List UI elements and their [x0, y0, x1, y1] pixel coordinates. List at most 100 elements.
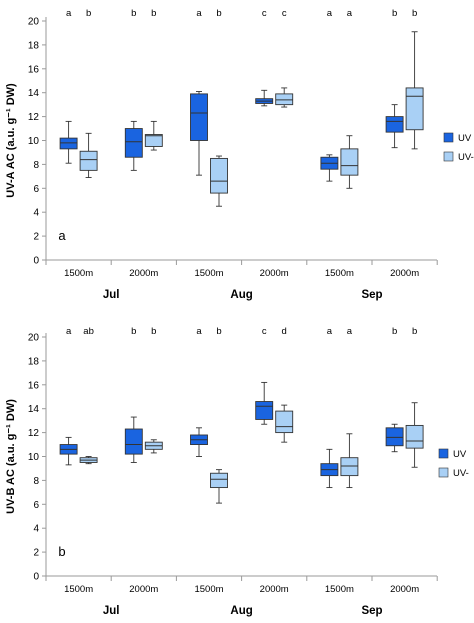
altitude-label: 1500m	[64, 268, 93, 279]
box-iqr	[124, 128, 143, 158]
y-tick-label: 16	[28, 380, 40, 391]
y-tick-label: 12	[28, 112, 40, 123]
legend-swatch-uv-minus	[443, 151, 454, 162]
box-iqr	[405, 424, 424, 449]
month-label: Sep	[361, 289, 382, 301]
box-plot-panel-b: 0 2 4 6 8 10 12 14 16 18 20 UV-B AC (a.u. g⁻¹ DW) 15…	[5, 326, 469, 617]
box-iqr	[210, 157, 228, 194]
box-iqr	[275, 410, 294, 434]
y-axis-label: UV-A AC (a.u. g⁻¹ DW)	[5, 83, 17, 198]
legend: UV UV-	[443, 132, 474, 163]
y-tick-label: 8	[33, 476, 39, 487]
significance-letter: b	[216, 326, 221, 337]
y-tick-label: 6	[33, 184, 39, 195]
box-uv-minus-5	[340, 135, 359, 189]
significance-letter: a	[196, 8, 202, 19]
y-tick-label: 20	[28, 333, 40, 344]
box-iqr	[385, 427, 404, 447]
y-tick-label: 16	[28, 64, 40, 75]
significance-letter: c	[262, 8, 267, 19]
box-uv-1	[59, 120, 78, 164]
y-tick-label: 2	[33, 548, 39, 559]
box-uv-3	[190, 427, 208, 457]
box-iqr	[190, 93, 208, 141]
legend-label-uv-minus: UV-	[458, 152, 474, 163]
significance-letter: b	[392, 8, 397, 19]
significance-letter: a	[347, 326, 353, 337]
legend-label-uv-minus: UV-	[453, 468, 469, 479]
box-plot-panel-a: 0 2 4 6 8 10 12 14 16 18 20 UV-A AC (a.u. g⁻¹ DW) 15…	[5, 8, 474, 301]
month-label: Aug	[230, 605, 252, 617]
y-tick-label: 4	[33, 524, 39, 535]
box-iqr	[385, 116, 404, 133]
box-uv-6	[385, 423, 404, 453]
box-uv-2	[124, 416, 143, 463]
month-label: Aug	[230, 289, 252, 301]
box-uv-2	[124, 120, 143, 171]
panel-label: b	[58, 544, 65, 559]
significance-letter: b	[412, 8, 417, 19]
significance-letter: b	[151, 8, 156, 19]
altitude-label: 1500m	[64, 584, 93, 595]
box-uv-minus-5	[340, 433, 359, 489]
y-tick-label: 18	[28, 356, 40, 367]
box-uv-3	[190, 91, 208, 176]
y-tick-label: 14	[28, 88, 40, 99]
significance-letter: c	[282, 8, 287, 19]
box-uv-minus-3	[210, 469, 228, 504]
legend-swatch-uv	[438, 448, 449, 459]
box-uv-4	[255, 381, 274, 425]
legend-swatch-uv-minus	[438, 467, 449, 478]
altitude-label: 2000m	[260, 584, 289, 595]
y-tick-label: 8	[33, 160, 39, 171]
box-uv-5	[320, 154, 339, 182]
altitude-label: 1500m	[194, 584, 223, 595]
box-iqr	[59, 137, 78, 150]
significance-letter: a	[327, 326, 333, 337]
altitude-label: 2000m	[129, 268, 158, 279]
y-tick-label: 6	[33, 500, 39, 511]
altitude-label: 1500m	[325, 268, 354, 279]
box-uv-minus-3	[210, 155, 228, 207]
box-iqr	[340, 148, 359, 176]
box-iqr	[255, 401, 274, 420]
altitude-label: 2000m	[260, 268, 289, 279]
significance-letter: c	[262, 326, 267, 337]
box-iqr	[144, 134, 163, 147]
panel-label: a	[58, 228, 66, 243]
altitude-label: 1500m	[325, 584, 354, 595]
box-iqr	[79, 150, 98, 171]
y-tick-label: 14	[28, 404, 40, 415]
altitude-label: 2000m	[129, 584, 158, 595]
altitude-label: 2000m	[390, 584, 419, 595]
box-uv-minus-2	[144, 120, 163, 151]
significance-letter: a	[66, 8, 72, 19]
box-uv-minus-4	[275, 404, 294, 443]
y-tick-label: 0	[33, 572, 39, 583]
altitude-label: 1500m	[194, 268, 223, 279]
box-uv-minus-1	[79, 456, 98, 465]
box-uv-1	[59, 436, 78, 466]
significance-letter: a	[347, 8, 353, 19]
y-tick-label: 12	[28, 428, 40, 439]
box-uv-minus-6	[405, 31, 424, 150]
y-tick-label: 18	[28, 40, 40, 51]
y-tick-label: 0	[33, 256, 39, 267]
box-iqr	[340, 457, 359, 477]
month-label: Sep	[361, 605, 382, 617]
significance-letter: a	[66, 326, 72, 337]
significance-letter: b	[151, 326, 156, 337]
significance-letter: b	[131, 8, 136, 19]
significance-letter: b	[216, 8, 221, 19]
box-uv-minus-6	[405, 402, 424, 468]
altitude-label: 2000m	[390, 268, 419, 279]
month-label: Jul	[103, 289, 120, 301]
legend-label-uv: UV	[453, 449, 467, 460]
box-iqr	[210, 472, 228, 489]
y-tick-label: 20	[28, 17, 40, 28]
significance-letter: b	[392, 326, 397, 337]
box-uv-6	[385, 104, 404, 149]
legend-label-uv: UV	[458, 133, 472, 144]
box-uv-minus-1	[79, 132, 98, 178]
significance-letter: d	[282, 326, 287, 337]
